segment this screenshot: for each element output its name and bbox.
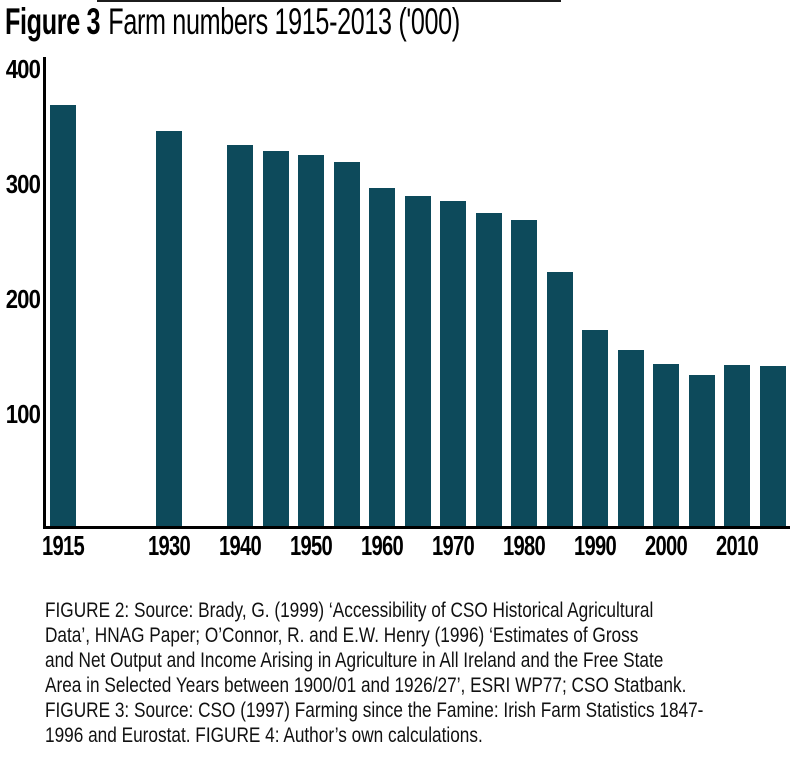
bar-1950: [298, 155, 324, 528]
y-tick-400: 400: [5, 54, 41, 84]
x-tick-1940: 1940: [219, 530, 262, 561]
bar-1940: [227, 145, 253, 528]
bar-1960: [369, 187, 395, 528]
bar-1980: [511, 219, 537, 528]
bar-1955: [333, 162, 360, 528]
figure-title: Figure 3 Farm numbers 1915-2013 ('000): [5, 1, 460, 43]
caption-line: 1996 and Eurostat. FIGURE 4: Author’s ow…: [45, 724, 483, 747]
bar-1930: [156, 131, 182, 528]
source-caption: FIGURE 2: Source: Brady, G. (1999) ‘Acce…: [45, 598, 790, 748]
y-tick-100: 100: [5, 399, 41, 429]
figure-title-text: Farm numbers 1915-2013 ('000): [108, 1, 460, 42]
bar-2010: [724, 364, 750, 528]
x-tick-1930: 1930: [148, 530, 191, 561]
bar-2013: [759, 365, 786, 528]
figure-number-label: Figure 3: [5, 1, 101, 42]
x-tick-1990: 1990: [574, 530, 617, 561]
caption-line: and Net Output and Income Arising in Agr…: [45, 649, 664, 672]
y-tick-300: 300: [5, 169, 41, 199]
bar-1995: [617, 349, 644, 528]
caption-line: Area in Selected Years between 1900/01 a…: [45, 674, 687, 697]
bar-1990: [582, 330, 608, 528]
bar-1915: [49, 104, 76, 528]
x-tick-1960: 1960: [361, 530, 404, 561]
x-tick-1915: 1915: [41, 530, 85, 561]
caption-line: Data’, HNAG Paper; O’Connor, R. and E.W.…: [45, 624, 639, 647]
y-axis-line: [43, 57, 46, 528]
x-tick-1970: 1970: [432, 530, 475, 561]
y-tick-200: 200: [5, 284, 41, 314]
x-tick-2000: 2000: [645, 530, 688, 561]
x-tick-1980: 1980: [503, 530, 546, 561]
cropped-line-artifact: [97, 0, 561, 2]
bar-1975: [475, 212, 502, 528]
x-axis-line: [43, 526, 790, 529]
x-tick-1950: 1950: [290, 530, 333, 561]
caption-line: FIGURE 2: Source: Brady, G. (1999) ‘Acce…: [45, 599, 654, 622]
bar-1965: [404, 195, 431, 528]
bar-2005: [688, 375, 715, 528]
x-tick-2010: 2010: [716, 530, 759, 561]
bar-1970: [440, 201, 466, 528]
bar-1945: [262, 150, 289, 528]
bar-1985: [546, 271, 573, 528]
caption-line: FIGURE 3: Source: CSO (1997) Farming sin…: [45, 699, 704, 722]
bar-2000: [653, 363, 679, 528]
